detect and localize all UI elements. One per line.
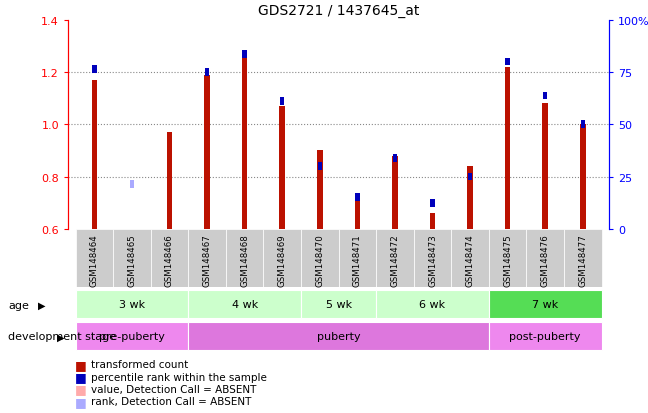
Bar — [430, 199, 435, 207]
Text: GSM148475: GSM148475 — [503, 234, 512, 287]
Text: 7 wk: 7 wk — [532, 299, 559, 310]
Text: ▶: ▶ — [38, 300, 46, 310]
FancyBboxPatch shape — [376, 291, 489, 318]
Text: post-puberty: post-puberty — [509, 331, 581, 342]
Bar — [279, 107, 285, 229]
FancyBboxPatch shape — [489, 291, 601, 318]
Bar — [317, 151, 323, 229]
Bar — [505, 68, 511, 229]
FancyBboxPatch shape — [113, 229, 151, 287]
Text: ■: ■ — [75, 358, 86, 371]
Bar — [543, 93, 548, 100]
FancyBboxPatch shape — [301, 229, 339, 287]
FancyBboxPatch shape — [151, 229, 189, 287]
FancyBboxPatch shape — [489, 229, 526, 287]
Text: GSM148467: GSM148467 — [203, 234, 211, 287]
FancyBboxPatch shape — [489, 323, 601, 350]
Bar — [581, 121, 585, 129]
Bar — [467, 166, 473, 229]
FancyBboxPatch shape — [189, 229, 226, 287]
Bar — [242, 52, 248, 229]
Bar — [130, 181, 134, 189]
Bar — [542, 104, 548, 229]
Bar — [280, 97, 284, 105]
Bar — [205, 69, 209, 77]
Bar — [393, 155, 397, 163]
FancyBboxPatch shape — [301, 291, 376, 318]
Text: GSM148468: GSM148468 — [240, 234, 249, 287]
FancyBboxPatch shape — [564, 229, 601, 287]
Bar — [392, 156, 398, 229]
Bar — [318, 163, 322, 171]
Text: GSM148471: GSM148471 — [353, 234, 362, 287]
FancyBboxPatch shape — [189, 291, 301, 318]
Title: GDS2721 / 1437645_at: GDS2721 / 1437645_at — [258, 4, 419, 18]
FancyBboxPatch shape — [413, 229, 451, 287]
FancyBboxPatch shape — [339, 229, 376, 287]
FancyBboxPatch shape — [189, 323, 489, 350]
Text: development stage: development stage — [8, 332, 117, 342]
Text: GSM148476: GSM148476 — [540, 234, 550, 287]
Text: 3 wk: 3 wk — [119, 299, 145, 310]
Bar — [204, 76, 210, 229]
Text: ■: ■ — [75, 382, 86, 396]
Bar — [580, 125, 586, 229]
Text: ■: ■ — [75, 370, 86, 383]
Text: GSM148469: GSM148469 — [278, 234, 286, 286]
Bar — [354, 198, 360, 229]
Text: GSM148465: GSM148465 — [128, 234, 137, 287]
Text: transformed count: transformed count — [91, 359, 188, 369]
Text: GSM148473: GSM148473 — [428, 234, 437, 287]
Bar — [505, 59, 510, 66]
Text: 6 wk: 6 wk — [419, 299, 446, 310]
FancyBboxPatch shape — [226, 229, 264, 287]
FancyBboxPatch shape — [76, 291, 189, 318]
Bar — [91, 81, 97, 229]
FancyBboxPatch shape — [76, 323, 189, 350]
Text: value, Detection Call = ABSENT: value, Detection Call = ABSENT — [91, 384, 256, 394]
Text: ▶: ▶ — [56, 332, 64, 342]
Bar — [430, 214, 435, 229]
Text: ■: ■ — [75, 395, 86, 408]
Bar — [92, 66, 97, 74]
Text: rank, Detection Call = ABSENT: rank, Detection Call = ABSENT — [91, 396, 251, 406]
Text: puberty: puberty — [317, 331, 360, 342]
FancyBboxPatch shape — [264, 229, 301, 287]
Bar — [242, 51, 247, 59]
FancyBboxPatch shape — [451, 229, 489, 287]
Text: GSM148474: GSM148474 — [466, 234, 474, 287]
Text: pre-puberty: pre-puberty — [99, 331, 165, 342]
Text: percentile rank within the sample: percentile rank within the sample — [91, 372, 266, 382]
Text: GSM148477: GSM148477 — [578, 234, 587, 287]
Text: age: age — [8, 300, 29, 310]
Bar — [468, 173, 472, 181]
FancyBboxPatch shape — [376, 229, 413, 287]
Text: GSM148466: GSM148466 — [165, 234, 174, 287]
Text: GSM148472: GSM148472 — [391, 234, 399, 287]
Text: 4 wk: 4 wk — [231, 299, 258, 310]
Text: 5 wk: 5 wk — [325, 299, 352, 310]
FancyBboxPatch shape — [526, 229, 564, 287]
Bar — [167, 133, 172, 229]
Bar — [355, 194, 360, 202]
Text: GSM148470: GSM148470 — [316, 234, 324, 287]
Text: GSM148464: GSM148464 — [90, 234, 99, 287]
FancyBboxPatch shape — [76, 229, 113, 287]
